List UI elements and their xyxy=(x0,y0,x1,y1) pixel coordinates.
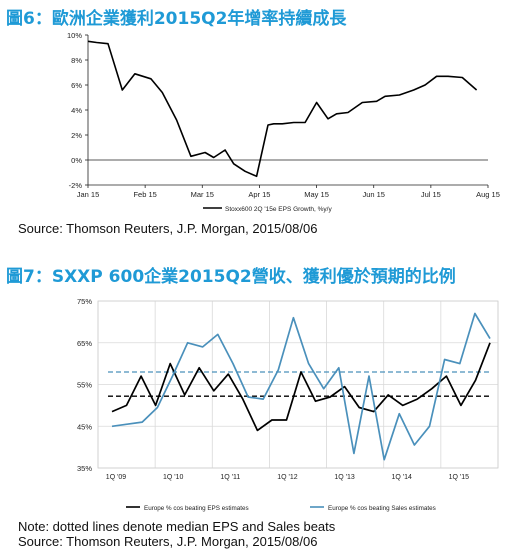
x-tick-label: Apr 15 xyxy=(248,190,270,199)
y-tick-label: 10% xyxy=(67,31,82,40)
x-tick-label: Jan 15 xyxy=(77,190,100,199)
y-tick-label: 75% xyxy=(77,297,92,306)
y-tick-label: 6% xyxy=(71,81,82,90)
x-tick-label: 1Q '15 xyxy=(449,474,470,481)
plot-area-border xyxy=(97,300,499,469)
x-tick-label: 1Q '11 xyxy=(220,474,240,481)
y-tick-label: 45% xyxy=(77,422,92,431)
x-tick-label: 1Q '12 xyxy=(277,474,298,481)
y-tick-label: 2% xyxy=(71,131,82,140)
figure-7-line-chart: 75% 65% 55% 45% 35% 1Q '09 1Q '10 1Q '11 1Q '12 1… xyxy=(77,297,499,512)
figure-7-title: 圖7：SXXP 600企業2015Q2營收、獲利優於預期的比例 xyxy=(6,267,456,287)
x-tick-label: 1Q '13 xyxy=(334,474,355,481)
figure-6-source: Source: Thomson Reuters, J.P. Morgan, 20… xyxy=(18,221,318,236)
x-tick-label: May 15 xyxy=(304,190,329,199)
x-tick-label: Jul 15 xyxy=(421,190,441,199)
legend-label: Europe % cos beating Sales estimates xyxy=(328,505,436,512)
figure-6-line-chart: 10% 8% 6% 4% 2% 0% -2%Jan 15 Feb 15 Mar 15 Apr 15… xyxy=(67,31,500,213)
y-tick-label: 0% xyxy=(71,156,82,165)
x-tick-label: Mar 15 xyxy=(191,190,214,199)
x-tick-label: 1Q '14 xyxy=(392,474,413,481)
x-tick-label: 1Q '09 xyxy=(106,474,127,481)
y-tick-label: -2% xyxy=(69,181,83,190)
x-tick-label: 1Q '10 xyxy=(163,474,184,481)
x-tick-label: Jun 15 xyxy=(362,190,385,199)
x-tick-label: Aug 15 xyxy=(476,190,500,199)
eps-growth-line xyxy=(87,40,478,178)
y-tick-label: 65% xyxy=(77,339,92,348)
y-tick-label: 8% xyxy=(71,56,82,65)
figure-7-source: Source: Thomson Reuters, J.P. Morgan, 20… xyxy=(18,534,318,549)
y-tick-label: 35% xyxy=(77,464,92,473)
figure-6-title: 圖6：歐洲企業獲利2015Q2年增率持續成長 xyxy=(6,9,347,29)
y-tick-label: 55% xyxy=(77,381,92,390)
legend-label: Europe % cos beating EPS estimates xyxy=(144,505,249,512)
x-tick-label: Feb 15 xyxy=(133,190,156,199)
sales-beat-line xyxy=(111,312,491,461)
eps-beat-line xyxy=(111,342,491,432)
y-tick-label: 4% xyxy=(71,106,82,115)
legend-label: Stoxx600 2Q '15e EPS Growth, %y/y xyxy=(225,206,332,213)
figure-7-note: Note: dotted lines denote median EPS and… xyxy=(18,519,336,534)
